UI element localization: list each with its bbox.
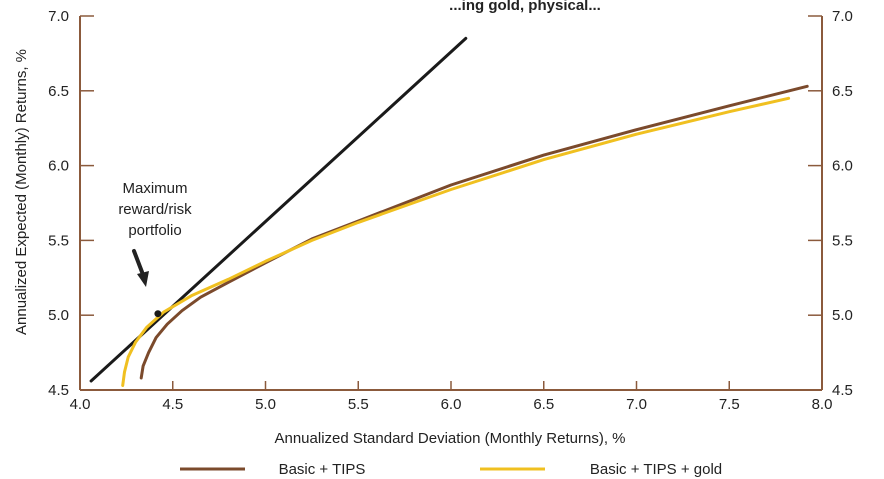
annotation-text-line: reward/risk [118, 201, 192, 218]
x-tick-label: 6.5 [533, 396, 554, 413]
legend-label: Basic + TIPS + gold [590, 461, 722, 478]
annotation-text-line: portfolio [128, 222, 181, 239]
chart-title: ...ing gold, physical... [449, 0, 601, 14]
y-tick-label-right: 5.0 [832, 307, 853, 324]
x-tick-label: 5.5 [348, 396, 369, 413]
y-tick-label-left: 5.0 [48, 307, 69, 324]
y-tick-label-left: 7.0 [48, 8, 69, 25]
x-tick-label: 7.0 [626, 396, 647, 413]
x-tick-label: 6.0 [441, 396, 462, 413]
annotation-text-line: Maximum [122, 180, 187, 197]
annotation-group: Maximum reward/risk portfolio [118, 180, 192, 318]
y-tick-label-right: 7.0 [832, 8, 853, 25]
x-tick-label: 4.0 [70, 396, 91, 413]
axes: 4.0 4.5 5.0 5.5 6.0 6.5 7.0 7.5 8.04.5 4.55.0 5.05… [48, 8, 853, 413]
x-tick-label: 4.5 [162, 396, 183, 413]
y-tick-label-right: 6.0 [832, 158, 853, 175]
x-tick-label: 5.0 [255, 396, 276, 413]
annotation-arrow-head [137, 271, 149, 287]
y-axis-title: Annualized Expected (Monthly) Returns, % [13, 49, 30, 335]
series-group [89, 36, 809, 387]
max-reward-risk-point [154, 310, 162, 318]
annotation-arrow-shaft [132, 249, 144, 274]
x-tick-label: 7.5 [719, 396, 740, 413]
x-axis-title: Annualized Standard Deviation (Monthly R… [274, 430, 625, 447]
y-tick-label-left: 6.5 [48, 83, 69, 100]
y-tick-label-left: 5.5 [48, 232, 69, 249]
x-tick-label: 8.0 [812, 396, 833, 413]
y-tick-label-left: 4.5 [48, 382, 69, 399]
capital-market-line [89, 36, 468, 383]
y-tick-label-right: 4.5 [832, 382, 853, 399]
legend: Basic + TIPS Basic + TIPS + gold [180, 461, 722, 478]
y-tick-label-right: 6.5 [832, 83, 853, 100]
series-line-basic-tips [139, 84, 809, 380]
y-tick-label-right: 5.5 [832, 232, 853, 249]
legend-label: Basic + TIPS [279, 461, 366, 478]
series-line-basic-tips-gold [121, 96, 791, 387]
y-tick-label-left: 6.0 [48, 158, 69, 175]
